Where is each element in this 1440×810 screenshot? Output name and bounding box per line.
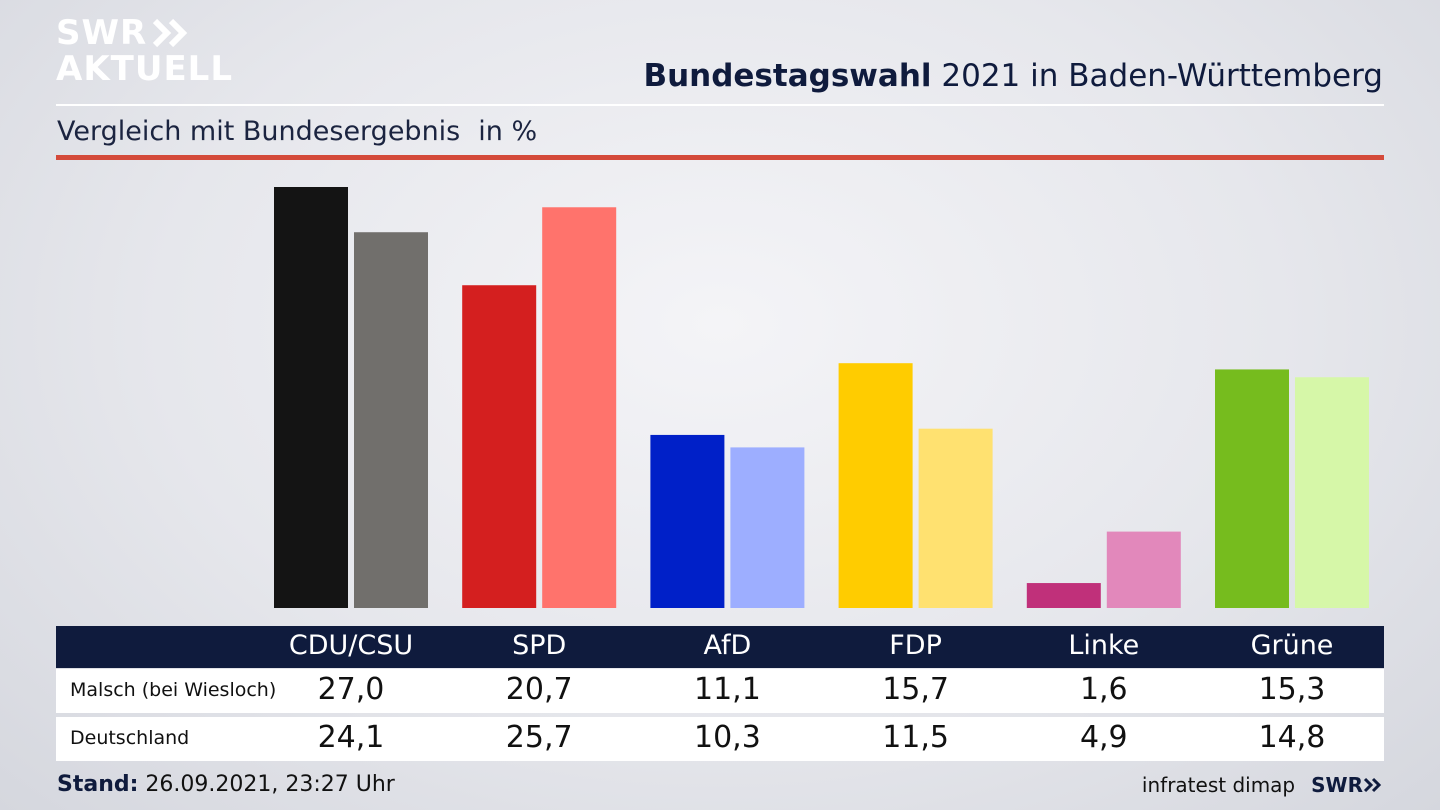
value-cell: 14,8 xyxy=(1258,720,1326,755)
source-name: infratest dimap xyxy=(1141,773,1296,797)
bar-cdu-csu-deutschland xyxy=(354,232,428,609)
swr-aktuell-logo: SWR AKTUELL xyxy=(56,16,233,86)
value-cell: 11,5 xyxy=(882,720,949,755)
bar-chart xyxy=(274,187,1369,609)
bar-afd-malsch xyxy=(650,434,725,608)
bar-cdu-csu-malsch xyxy=(274,187,348,608)
value-cell: 27,0 xyxy=(317,672,385,707)
bar-gr-ne-malsch xyxy=(1215,369,1289,608)
column-header: AfD xyxy=(703,630,752,661)
value-cell: 11,1 xyxy=(693,672,761,707)
column-header: SPD xyxy=(512,630,567,661)
bar-linke-malsch xyxy=(1026,583,1101,608)
bar-spd-deutschland xyxy=(542,207,617,608)
value-cell: 25,7 xyxy=(505,720,573,755)
row-label: Deutschland xyxy=(70,727,190,749)
timestamp-value: 26.09.2021, 23:27 Uhr xyxy=(145,772,395,797)
value-cell: 24,1 xyxy=(317,720,385,755)
column-header: Linke xyxy=(1068,630,1140,661)
accent-divider xyxy=(56,155,1384,160)
value-cell: 15,7 xyxy=(882,672,949,707)
subtitle-label: Vergleich mit Bundesergebnis xyxy=(57,116,461,147)
table-header: CDU/CSU SPD AfD FDP Linke Grüne xyxy=(56,626,1384,668)
double-chevron-icon xyxy=(153,18,188,48)
row-label: Malsch (bei Wiesloch) xyxy=(70,679,277,701)
value-cell: 4,9 xyxy=(1079,720,1128,755)
bar-fdp-deutschland xyxy=(918,428,993,608)
source-credit: infratest dimap SWR xyxy=(1142,773,1383,797)
bar-gr-ne-deutschland xyxy=(1295,377,1369,608)
bar-afd-deutschland xyxy=(730,447,805,608)
bar-spd-malsch xyxy=(462,285,537,608)
bar-fdp-malsch xyxy=(838,363,913,608)
chart-title-bold: Bundestagswahl xyxy=(643,58,932,94)
table-row-malsch: Malsch (bei Wiesloch) 27,0 20,7 11,1 15,7 1,… xyxy=(56,669,1384,713)
column-header: FDP xyxy=(889,630,942,661)
chart-title: Bundestagswahl 2021 in Baden-Württemberg xyxy=(643,58,1383,94)
logo-line-swr: SWR xyxy=(56,13,148,53)
timestamp: Stand: 26.09.2021, 23:27 Uhr xyxy=(57,772,395,797)
swr-footer-text: SWR xyxy=(1311,773,1363,797)
value-cell: 15,3 xyxy=(1258,672,1326,707)
chart-subtitle: Vergleich mit Bundesergebnis in % xyxy=(57,116,537,147)
timestamp-label: Stand: xyxy=(57,772,139,797)
title-divider xyxy=(56,104,1384,106)
logo-line-aktuell: AKTUELL xyxy=(56,49,234,89)
column-header: Grüne xyxy=(1250,630,1334,661)
table-row-deutschland: Deutschland 24,1 25,7 10,3 11,5 4,9 14,8 xyxy=(56,717,1384,761)
double-chevron-icon xyxy=(1363,777,1382,793)
value-cell: 20,7 xyxy=(505,672,573,707)
chart-title-rest: 2021 in Baden-Württemberg xyxy=(941,58,1383,94)
column-header: CDU/CSU xyxy=(288,630,414,661)
value-cell: 1,6 xyxy=(1079,672,1128,707)
swr-footer-logo: SWR xyxy=(1311,773,1383,797)
subtitle-unit: in % xyxy=(478,116,538,147)
value-cell: 10,3 xyxy=(693,720,761,755)
bar-linke-deutschland xyxy=(1106,531,1181,608)
